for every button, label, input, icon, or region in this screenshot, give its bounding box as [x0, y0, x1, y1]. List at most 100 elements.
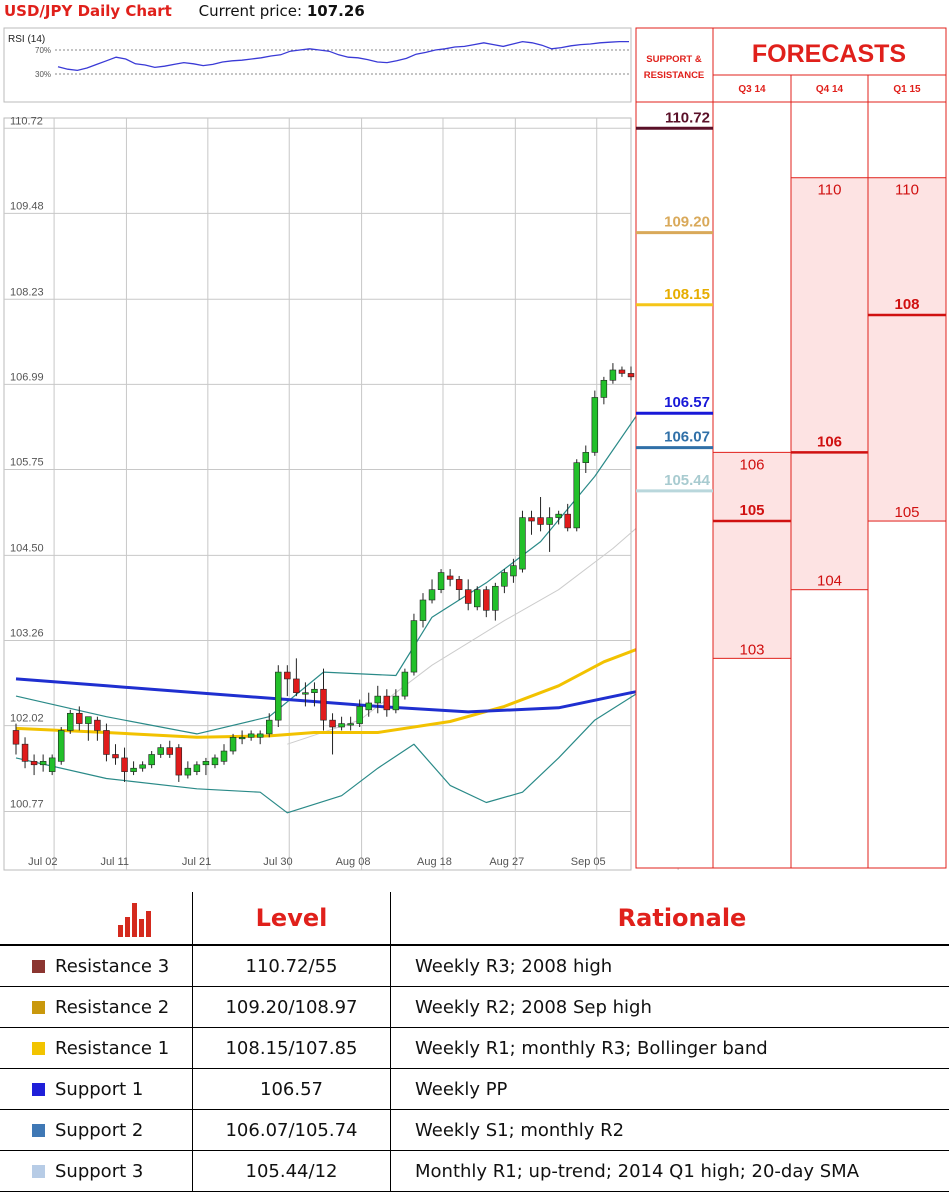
level-name-cell: Resistance 2: [0, 986, 193, 1028]
candle-body: [401, 671, 409, 697]
candle-body: [157, 747, 164, 755]
candle-body: [501, 572, 508, 587]
candle-body: [455, 579, 463, 590]
price-panel: [3, 117, 632, 871]
rsi-level-label: 30%: [35, 70, 51, 79]
candle-body: [148, 754, 155, 766]
forecast-range-box: [867, 177, 947, 522]
candle-body: [247, 733, 255, 738]
table-row: Resistance 1 108.15/107.85 Weekly R1; mont…: [0, 1027, 949, 1069]
x-tick-label: Aug 27: [489, 856, 524, 868]
sr-header-line: SUPPORT &: [646, 54, 702, 65]
candle-body: [483, 589, 490, 611]
candle-body: [302, 692, 309, 695]
candle-body: [510, 565, 517, 577]
forecast-low-label: 104: [817, 573, 842, 590]
forecast-mid-label: 106: [817, 433, 842, 450]
candle-body: [256, 733, 264, 738]
current-price-value: 107.26: [306, 2, 365, 20]
candle-body: [600, 379, 608, 398]
rsi-panel: [3, 27, 632, 103]
candle-body: [21, 743, 29, 762]
level-name: Resistance 3: [55, 955, 170, 977]
rationale-header: Rationale: [390, 892, 949, 946]
x-tick-label: Aug 08: [336, 856, 371, 868]
candle-body: [618, 369, 626, 374]
y-tick-label: 105.75: [10, 457, 44, 469]
rsi-line: [57, 40, 629, 72]
candle-body: [582, 452, 590, 463]
candle-body: [564, 513, 571, 529]
candle-body: [410, 620, 418, 673]
candle-body: [392, 695, 400, 711]
candle-body: [356, 706, 363, 724]
sr-level-label: 105.44: [664, 472, 711, 489]
level-color-swatch: [32, 959, 45, 973]
candle-body: [519, 517, 526, 570]
level-value: 105.44/12: [192, 1150, 391, 1192]
candle-body: [175, 747, 183, 776]
level-color-swatch: [32, 1123, 45, 1137]
candle-body: [329, 719, 336, 728]
candle-body: [67, 712, 74, 731]
candle-body: [30, 761, 38, 766]
table-row: Resistance 2 109.20/108.97 Weekly R2; 2008…: [0, 986, 949, 1028]
candle-body: [437, 572, 445, 590]
level-rationale: Weekly PP: [390, 1068, 949, 1110]
table-row: Support 2 106.07/105.74 Weekly S1; monthly…: [0, 1109, 949, 1151]
candle-body: [573, 462, 580, 529]
candle-body: [609, 369, 617, 381]
candle-body: [347, 723, 354, 726]
bar-chart-icon-bar: [118, 925, 123, 937]
candle-body: [374, 695, 382, 704]
candle-body: [39, 761, 47, 766]
y-tick-label: 102.02: [10, 713, 44, 725]
candle-body: [103, 730, 110, 755]
forecasts-title: FORECASTS: [752, 40, 906, 68]
levels-table: Level Rationale Resistance 3 110.72/55 Wee…: [0, 892, 949, 1192]
level-value: 108.15/107.85: [192, 1027, 391, 1069]
forecast-low-label: 103: [739, 641, 764, 658]
bollinger-lower-line: [15, 678, 677, 814]
level-value: 110.72/55: [192, 945, 391, 987]
level-name: Resistance 1: [55, 1037, 170, 1059]
x-tick-label: Jul 11: [100, 856, 129, 868]
forecast-panel: SUPPORT & RESISTANCE FORECASTS Q3 14 Q4 14 Q1…: [635, 27, 947, 869]
level-value: 109.20/108.97: [192, 986, 391, 1028]
level-header: Level: [192, 892, 391, 946]
forecast-high-label: 110: [818, 182, 842, 199]
candle-body: [293, 678, 300, 693]
sr-level-label: 109.20: [664, 214, 710, 231]
y-tick-label: 110.72: [10, 115, 43, 127]
candle-body: [85, 716, 92, 724]
candle-body: [130, 767, 137, 772]
x-tick-label: Sep 05: [571, 856, 606, 868]
bar-chart-icon: [118, 903, 151, 937]
candle-body: [220, 750, 228, 762]
candle-body: [492, 585, 499, 611]
candle-body: [464, 589, 472, 604]
level-name-cell: Support 3: [0, 1150, 193, 1192]
candle-body: [383, 695, 391, 711]
candle-body: [311, 688, 318, 693]
chart-title: USD/JPY Daily Chart: [4, 2, 172, 20]
candle-body: [537, 517, 544, 525]
forecast-mid-label: 108: [894, 296, 919, 313]
level-rationale: Monthly R1; up-trend; 2014 Q1 high; 20-d…: [390, 1150, 949, 1192]
candle-body: [555, 513, 562, 518]
forecast-range-box: [712, 451, 792, 659]
forecast-high-label: 106: [739, 456, 764, 473]
candle-body: [121, 757, 128, 772]
candle-body: [139, 764, 146, 769]
candle-body: [428, 589, 436, 601]
chart-canvas: 110.72 109.48 108.23 106.99 105.75 104.50 103.…: [3, 27, 947, 871]
y-tick-label: 108.23: [10, 286, 44, 298]
candle-body: [474, 589, 481, 608]
candle-body: [627, 373, 635, 378]
current-price-label: Current price:: [198, 2, 303, 20]
level-value: 106.07/105.74: [192, 1109, 391, 1151]
level-value: 106.57: [192, 1068, 391, 1110]
bar-chart-icon-bar: [132, 903, 137, 937]
level-name: Resistance 2: [55, 996, 170, 1018]
bar-chart-icon-bar: [125, 917, 130, 937]
